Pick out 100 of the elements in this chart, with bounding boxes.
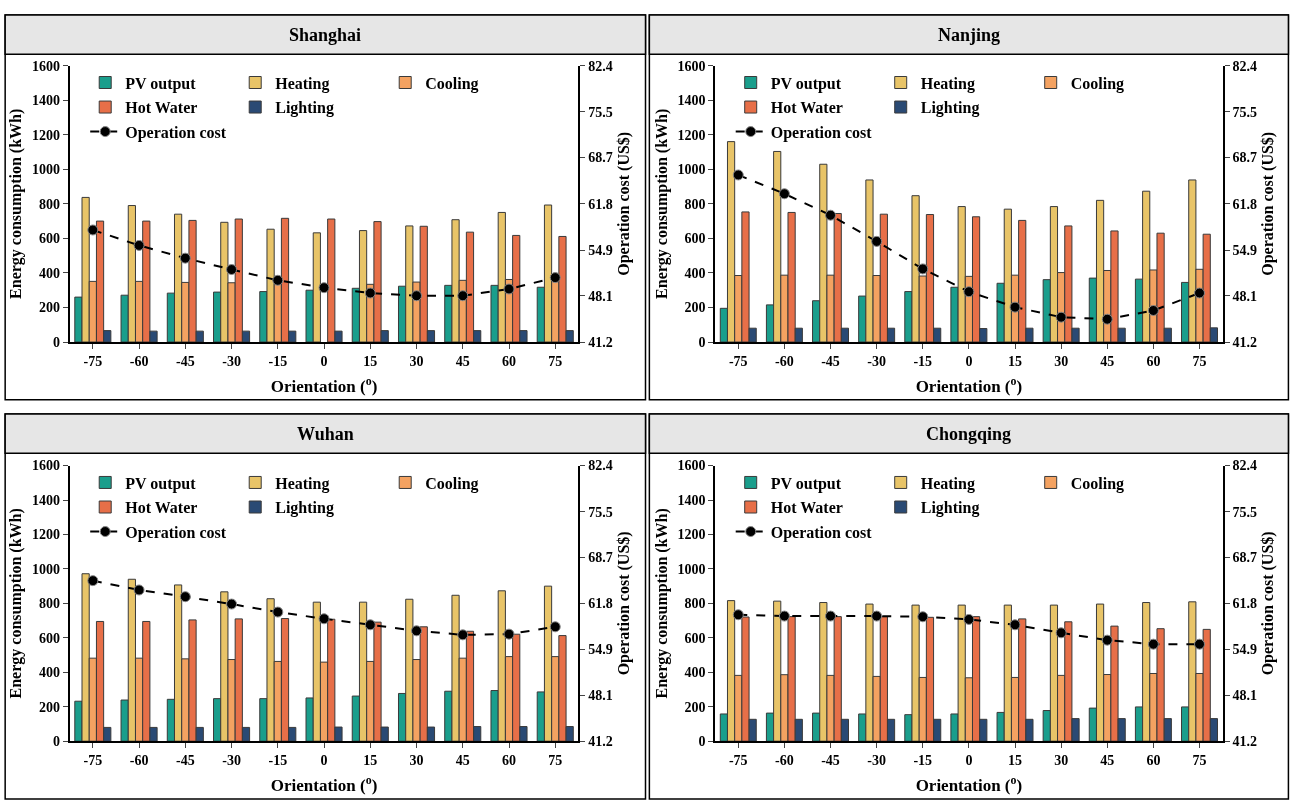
x-axis-title: Orientation ($^{o}$) <box>270 772 378 795</box>
y2-tick-label: 82.4 <box>1232 458 1257 474</box>
x-tick-label: -60 <box>775 353 794 369</box>
legend-label: Operation cost <box>770 123 873 142</box>
y2-tick-label: 54.9 <box>588 642 613 658</box>
y2-axis-title: Operation cost (US$) <box>614 131 633 276</box>
x-tick-label: -15 <box>913 353 933 369</box>
point <box>871 235 883 247</box>
legend-label: Hot Water <box>125 99 198 117</box>
point <box>1055 627 1067 639</box>
x-tick-label: 30 <box>409 752 424 768</box>
y-tick-label: 600 <box>684 231 706 247</box>
y-tick-label: 1600 <box>31 458 60 474</box>
y2-tick-label: 41.2 <box>1232 334 1257 350</box>
y-tick-label: 800 <box>38 196 60 212</box>
y2-tick-label: 41.2 <box>588 734 613 750</box>
y-tick-label: 0 <box>52 334 60 350</box>
point <box>917 263 929 275</box>
point <box>87 575 99 587</box>
chart-title: Shanghai <box>289 25 362 45</box>
x-tick-label: 0 <box>965 752 973 768</box>
y-tick-label: 1000 <box>31 561 60 577</box>
x-tick-label: -75 <box>728 353 748 369</box>
point <box>1055 311 1067 323</box>
y-tick-label: 400 <box>684 665 706 681</box>
x-tick-label: 30 <box>1054 752 1069 768</box>
legend-label: Hot Water <box>770 499 843 517</box>
y2-tick-label: 41.2 <box>588 334 613 350</box>
y-tick-label: 400 <box>38 265 60 281</box>
x-tick-label: 75 <box>548 353 563 369</box>
y2-tick-label: 61.8 <box>1232 596 1257 612</box>
point <box>732 169 744 181</box>
y-axis-title: Energy consumption (kWh) <box>7 108 26 299</box>
point <box>1194 287 1206 299</box>
y-tick-label: 1200 <box>31 127 60 143</box>
x-tick-label: -30 <box>867 752 886 768</box>
point <box>963 286 975 298</box>
y2-tick-label: 61.8 <box>588 596 613 612</box>
x-tick-label: 0 <box>320 353 328 369</box>
point <box>778 188 790 200</box>
y-tick-label: 1600 <box>677 58 706 74</box>
x-tick-label: -60 <box>129 752 149 768</box>
point <box>364 287 376 299</box>
x-tick-label: 0 <box>320 752 328 768</box>
x-tick-label: -15 <box>268 353 288 369</box>
y2-tick-label: 68.7 <box>1232 550 1257 566</box>
point <box>963 613 975 625</box>
x-tick-label: 75 <box>1192 353 1207 369</box>
x-tick-label: -30 <box>222 752 241 768</box>
x-tick-label: 60 <box>502 353 516 369</box>
y-tick-label: 600 <box>38 231 60 247</box>
y-tick-label: 600 <box>684 630 706 646</box>
legend-label: Heating <box>920 74 975 93</box>
y2-tick-label: 75.5 <box>1232 504 1257 520</box>
y-tick-label: 200 <box>684 699 706 715</box>
point <box>179 591 191 603</box>
y-tick-label: 200 <box>38 699 60 715</box>
y-tick-label: 1600 <box>677 458 706 474</box>
y-tick-label: 1200 <box>677 127 706 143</box>
x-tick-label: -60 <box>129 353 149 369</box>
y-tick-label: 400 <box>684 265 706 281</box>
x-tick-label: -75 <box>728 752 748 768</box>
x-tick-label: 45 <box>455 353 470 369</box>
x-tick-label: -15 <box>913 752 933 768</box>
point <box>87 224 99 236</box>
x-tick-label: 60 <box>502 752 516 768</box>
y-tick-label: 200 <box>684 300 706 316</box>
y2-tick-label: 75.5 <box>588 504 613 520</box>
legend-label: PV output <box>770 474 842 493</box>
y-tick-label: 1200 <box>677 527 706 543</box>
y-tick-label: 1200 <box>31 527 60 543</box>
x-tick-label: -45 <box>175 353 195 369</box>
point <box>549 272 561 284</box>
legend-label: PV output <box>125 74 197 93</box>
x-tick-label: 30 <box>409 353 424 369</box>
y-tick-label: 1600 <box>31 58 60 74</box>
y-tick-label: 0 <box>52 734 60 750</box>
point <box>318 282 330 294</box>
x-tick-label: 0 <box>965 353 973 369</box>
x-axis-title: Orientation ($^{o}$) <box>915 772 1023 795</box>
y2-tick-label: 75.5 <box>588 104 613 120</box>
y-tick-label: 1400 <box>31 492 60 508</box>
y-tick-label: 0 <box>698 734 706 750</box>
x-tick-label: -75 <box>83 752 103 768</box>
y2-tick-label: 41.2 <box>1232 734 1257 750</box>
y2-tick-label: 54.9 <box>1232 642 1257 658</box>
point <box>411 290 423 302</box>
x-tick-label: 60 <box>1146 353 1161 369</box>
legend-label: Cooling <box>425 474 479 493</box>
y2-tick-label: 82.4 <box>588 458 613 474</box>
y-tick-label: 1400 <box>677 492 706 508</box>
y2-tick-label: 48.1 <box>1232 288 1257 304</box>
y2-tick-label: 75.5 <box>1232 104 1257 120</box>
legend-label: Lighting <box>920 99 980 118</box>
x-tick-label: -60 <box>775 752 794 768</box>
point <box>1101 313 1113 325</box>
point <box>1147 304 1159 316</box>
legend-label: Operation cost <box>125 523 227 542</box>
point <box>133 584 145 596</box>
legend-label: Heating <box>275 474 330 493</box>
